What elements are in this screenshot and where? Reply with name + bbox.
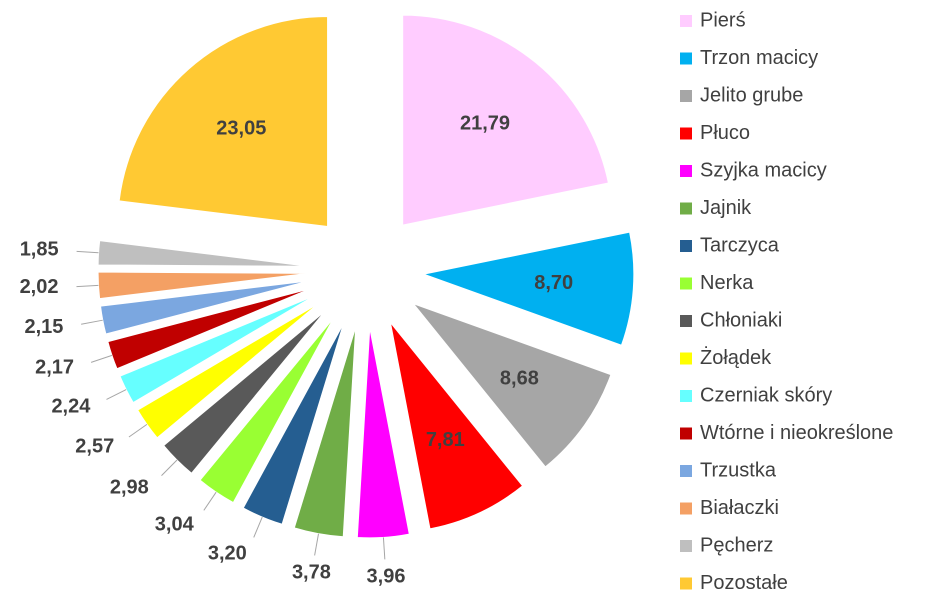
legend-label: Wtórne i nieokreślone <box>700 422 893 444</box>
legend-swatch <box>680 427 692 440</box>
legend-swatch <box>680 240 692 252</box>
legend-swatch <box>680 52 692 65</box>
legend-label: Jajnik <box>700 197 752 219</box>
pie-slice <box>411 302 612 468</box>
legend-swatch <box>680 15 692 27</box>
leader-line <box>314 533 320 556</box>
leader-line <box>253 516 263 538</box>
legend-label: Trzustka <box>700 459 777 481</box>
legend-swatch <box>680 315 692 327</box>
legend-swatch <box>680 540 692 552</box>
legend-label: Nerka <box>700 272 754 294</box>
leader-line <box>76 284 99 288</box>
legend-label: Trzon macicy <box>700 47 818 69</box>
pie-slice <box>356 327 410 539</box>
leader-line <box>161 459 178 476</box>
leader-line <box>382 537 386 560</box>
data-label: 2,57 <box>75 436 114 458</box>
pie-slice <box>97 240 309 267</box>
legend-swatch <box>680 577 692 590</box>
legend-swatch <box>680 502 692 515</box>
pie-slice <box>242 323 345 525</box>
legend-label: Jelito grube <box>700 84 803 106</box>
data-label: 3,78 <box>292 561 331 583</box>
data-label: 21,79 <box>460 112 510 134</box>
data-label: 23,05 <box>216 117 266 139</box>
pie-slice <box>119 295 315 404</box>
data-label: 2,24 <box>51 396 91 418</box>
data-label: 2,02 <box>20 276 59 298</box>
leader-line <box>106 389 127 400</box>
leader-line <box>81 319 103 325</box>
legend-label: Pęcherz <box>700 534 773 556</box>
legend-swatch <box>680 352 692 365</box>
pie-slice <box>402 14 610 226</box>
data-label: 2,15 <box>25 316 64 338</box>
legend-label: Białaczki <box>700 497 779 519</box>
legend-swatch <box>680 165 692 177</box>
data-label: 3,96 <box>367 566 406 588</box>
legend-label: Płuco <box>700 122 750 144</box>
legend-swatch <box>680 390 692 402</box>
legend-swatch <box>680 202 692 215</box>
pie-slice <box>293 326 357 538</box>
legend-label: Czerniak skóry <box>700 384 832 406</box>
legend-label: Pierś <box>700 9 746 31</box>
pie-slice <box>118 16 329 228</box>
data-label: 2,98 <box>110 477 149 499</box>
data-label: 3,20 <box>208 542 247 564</box>
legend-label: Tarczyca <box>700 234 780 256</box>
leader-line <box>128 423 148 438</box>
legend-label: Chłoniaki <box>700 309 782 331</box>
data-label: 7,81 <box>426 429 465 451</box>
leader-line <box>203 491 217 511</box>
data-label: 2,17 <box>35 356 74 378</box>
data-label: 1,85 <box>20 239 59 261</box>
leader-line <box>90 354 113 363</box>
data-label: 8,68 <box>500 367 539 389</box>
data-label: 3,04 <box>155 514 195 536</box>
legend-label: Szyjka macicy <box>700 159 827 181</box>
pie-slice <box>163 310 326 474</box>
legend-swatch <box>680 90 692 102</box>
legend-swatch <box>680 277 692 290</box>
legend-label: Pozostałe <box>700 572 788 590</box>
pie-slice <box>422 231 635 346</box>
pie-slice <box>389 322 524 530</box>
legend-swatch <box>680 127 692 140</box>
legend-swatch <box>680 465 692 477</box>
data-label: 8,70 <box>534 272 573 294</box>
legend-label: Żołądek <box>700 346 772 369</box>
leader-line <box>76 250 99 254</box>
